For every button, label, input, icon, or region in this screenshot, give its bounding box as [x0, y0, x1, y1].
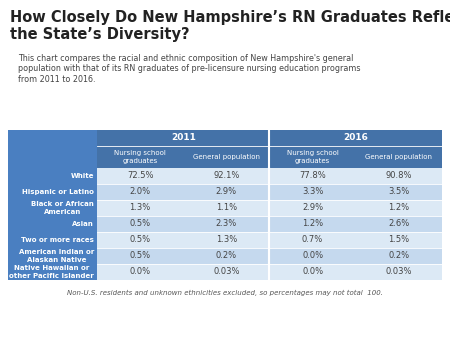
Text: 3.5%: 3.5%: [388, 188, 410, 196]
Bar: [270, 146, 356, 168]
Bar: [183, 146, 270, 168]
Bar: [97, 232, 183, 248]
Text: 72.5%: 72.5%: [127, 171, 153, 180]
Text: Hispanic or Latino: Hispanic or Latino: [22, 189, 94, 195]
Text: 77.8%: 77.8%: [299, 171, 326, 180]
Text: 1.5%: 1.5%: [388, 236, 410, 244]
Text: American Indian or
Alaskan Native: American Indian or Alaskan Native: [19, 249, 94, 263]
Bar: [356, 248, 442, 264]
Text: 3.3%: 3.3%: [302, 188, 323, 196]
Text: 0.7%: 0.7%: [302, 236, 323, 244]
Text: 1.2%: 1.2%: [388, 203, 410, 213]
Text: 2.3%: 2.3%: [216, 219, 237, 228]
Text: Nursing school
graduates: Nursing school graduates: [114, 150, 166, 164]
Text: White: White: [71, 173, 94, 179]
Bar: [183, 200, 270, 216]
Text: 0.03%: 0.03%: [213, 267, 239, 276]
Text: 0.0%: 0.0%: [130, 267, 151, 276]
Bar: [8, 130, 442, 280]
Text: 0.5%: 0.5%: [130, 236, 151, 244]
Bar: [97, 184, 183, 200]
Bar: [183, 168, 270, 184]
Text: Nursing school
graduates: Nursing school graduates: [287, 150, 338, 164]
Bar: [183, 264, 270, 280]
Bar: [270, 264, 356, 280]
Bar: [356, 184, 442, 200]
Text: Native Hawaiian or
other Pacific Islander: Native Hawaiian or other Pacific Islande…: [9, 266, 94, 279]
Bar: [270, 200, 356, 216]
Text: Two or more races: Two or more races: [21, 237, 94, 243]
Bar: [97, 264, 183, 280]
Text: 2016: 2016: [343, 134, 368, 143]
Text: 1.1%: 1.1%: [216, 203, 237, 213]
Text: General population: General population: [365, 154, 432, 160]
Text: General population: General population: [193, 154, 260, 160]
Bar: [356, 216, 442, 232]
Text: 2011: 2011: [171, 134, 196, 143]
Text: 0.2%: 0.2%: [388, 251, 410, 261]
Bar: [97, 146, 183, 168]
Text: 1.3%: 1.3%: [130, 203, 151, 213]
Text: 1.2%: 1.2%: [302, 219, 323, 228]
Bar: [183, 248, 270, 264]
Bar: [97, 248, 183, 264]
Text: Asian: Asian: [72, 221, 94, 227]
Bar: [97, 168, 183, 184]
Bar: [97, 216, 183, 232]
Bar: [356, 232, 442, 248]
Text: 90.8%: 90.8%: [386, 171, 412, 180]
Bar: [270, 248, 356, 264]
Text: Non-U.S. residents and unknown ethnicities excluded, so percentages may not tota: Non-U.S. residents and unknown ethniciti…: [67, 290, 383, 296]
Bar: [270, 184, 356, 200]
Text: 0.0%: 0.0%: [302, 251, 323, 261]
Bar: [97, 200, 183, 216]
Text: How Closely Do New Hampshire’s RN Graduates Reflect
the State’s Diversity?: How Closely Do New Hampshire’s RN Gradua…: [10, 10, 450, 42]
Bar: [270, 168, 356, 184]
Bar: [356, 168, 442, 184]
Bar: [183, 184, 270, 200]
Text: This chart compares the racial and ethnic composition of New Hampshire's general: This chart compares the racial and ethni…: [18, 54, 360, 84]
Bar: [183, 216, 270, 232]
Text: 0.5%: 0.5%: [130, 219, 151, 228]
Text: 1.3%: 1.3%: [216, 236, 237, 244]
Text: 0.03%: 0.03%: [386, 267, 412, 276]
Bar: [270, 216, 356, 232]
Text: 2.9%: 2.9%: [302, 203, 323, 213]
Bar: [356, 146, 442, 168]
Text: 92.1%: 92.1%: [213, 171, 239, 180]
Text: 0.5%: 0.5%: [130, 251, 151, 261]
Text: 2.9%: 2.9%: [216, 188, 237, 196]
Text: 2.6%: 2.6%: [388, 219, 410, 228]
Bar: [356, 200, 442, 216]
Bar: [270, 130, 442, 146]
Bar: [270, 232, 356, 248]
Text: 2.0%: 2.0%: [130, 188, 151, 196]
Bar: [183, 232, 270, 248]
Text: 0.0%: 0.0%: [302, 267, 323, 276]
Bar: [356, 264, 442, 280]
Text: Black or African
American: Black or African American: [31, 201, 94, 215]
Text: 0.2%: 0.2%: [216, 251, 237, 261]
Bar: [97, 130, 270, 146]
